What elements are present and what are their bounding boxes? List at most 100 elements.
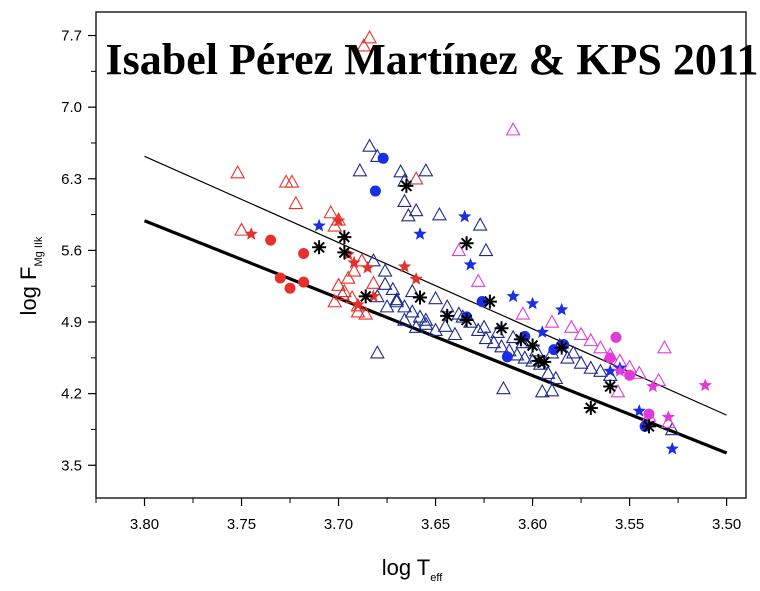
data-point-asterisk	[358, 289, 373, 304]
data-point-triangle	[470, 322, 486, 336]
data-point-star	[525, 296, 540, 310]
data-point-triangle	[428, 290, 443, 305]
data-point-circle	[548, 344, 560, 356]
data-point-triangle	[515, 306, 531, 320]
data-point-triangle	[540, 365, 556, 379]
data-point-triangle	[505, 122, 521, 136]
data-point-triangle	[548, 370, 564, 385]
x-tick-label: 3.60	[518, 516, 547, 533]
data-point-star	[244, 227, 258, 240]
x-tick-label: 3.65	[421, 516, 450, 533]
data-point-triangle	[377, 276, 393, 290]
data-point-triangle	[583, 360, 599, 374]
data-point-circle	[501, 351, 513, 363]
data-point-triangle	[327, 293, 343, 308]
data-point-star	[366, 289, 381, 303]
data-point-circle	[284, 282, 296, 294]
data-point-triangle	[400, 207, 416, 222]
y-axis-title-sub: Mg IIk	[33, 236, 45, 266]
data-point-star	[506, 289, 520, 303]
data-point-triangle	[494, 338, 509, 353]
data-point-star	[646, 379, 660, 393]
data-point-triangle	[389, 293, 405, 308]
data-point-triangle	[418, 312, 434, 326]
data-point-asterisk	[513, 332, 528, 347]
y-axis-title-main: log F	[16, 267, 41, 316]
data-point-triangle	[327, 218, 343, 232]
data-point-triangle	[397, 193, 412, 208]
data-point-triangle	[534, 383, 550, 398]
data-point-triangle	[651, 372, 667, 387]
data-point-circle	[265, 234, 277, 246]
y-tick-label: 6.3	[61, 171, 82, 188]
data-point-circle	[298, 247, 310, 259]
data-point-star	[331, 213, 346, 227]
data-point-asterisk	[413, 290, 427, 305]
data-point-triangle	[505, 329, 521, 344]
data-point-triangle	[366, 275, 381, 289]
data-point-triangle	[356, 38, 372, 52]
data-point-asterisk	[312, 240, 327, 255]
y-tick-label: 4.2	[61, 386, 82, 403]
fit-line	[144, 155, 727, 416]
data-point-triangle	[478, 330, 494, 345]
data-point-triangle	[509, 347, 525, 361]
data-point-triangle	[230, 165, 246, 179]
y-tick-label: 3.5	[61, 457, 82, 474]
y-axis-title: log FMg IIk	[16, 236, 45, 315]
data-point-triangle	[451, 242, 467, 257]
x-axis-title-sub: eff	[430, 572, 443, 584]
data-point-circle	[604, 352, 616, 364]
data-point-triangle	[565, 345, 581, 359]
data-point-triangle	[362, 138, 378, 152]
data-point-triangle	[476, 319, 492, 333]
data-point-triangle	[404, 304, 420, 318]
data-point-star	[409, 272, 423, 285]
data-point-triangle	[385, 281, 401, 296]
x-axis-title-main: log T	[382, 555, 431, 580]
data-point-triangle	[397, 299, 412, 313]
data-point-triangle	[362, 29, 378, 44]
x-tick-label: 3.75	[227, 516, 256, 533]
data-point-triangle	[544, 382, 560, 397]
data-point-triangle	[517, 350, 533, 364]
data-point-asterisk	[459, 313, 474, 327]
data-point-circle	[476, 296, 488, 308]
data-point-triangle	[234, 222, 249, 236]
data-point-triangle	[408, 319, 424, 333]
data-point-triangle	[544, 314, 560, 328]
data-point-triangle	[593, 339, 608, 354]
data-point-triangle	[496, 380, 511, 395]
data-point-star	[413, 227, 427, 240]
data-point-circle	[643, 408, 655, 420]
data-point-triangle	[346, 263, 362, 277]
data-point-triangle	[657, 339, 672, 354]
data-point-star	[665, 441, 679, 455]
data-point-star	[463, 257, 478, 271]
data-point-asterisk	[642, 419, 656, 434]
y-tick-label: 5.6	[61, 242, 82, 259]
data-point-triangle	[573, 355, 589, 369]
data-point-triangle	[470, 273, 486, 287]
data-point-triangle	[354, 252, 370, 267]
data-point-triangle	[323, 204, 339, 219]
data-point-star	[661, 410, 675, 423]
data-point-triangle	[563, 319, 579, 333]
data-point-star	[351, 297, 365, 311]
data-point-asterisk	[554, 340, 569, 355]
data-point-circle	[377, 152, 389, 164]
data-point-triangle	[352, 162, 368, 177]
data-point-circle	[610, 331, 622, 343]
data-point-star	[698, 378, 712, 392]
data-point-triangle	[369, 345, 385, 359]
data-point-triangle	[431, 206, 447, 221]
data-point-asterisk	[603, 379, 618, 394]
data-point-circle	[624, 369, 636, 381]
fit-line	[143, 219, 728, 455]
data-point-triangle	[284, 174, 300, 188]
y-tick-label: 7.7	[61, 28, 82, 45]
data-point-star	[535, 325, 549, 338]
data-point-triangle	[408, 202, 424, 217]
data-point-triangle	[451, 306, 467, 320]
data-point-triangle	[472, 217, 488, 231]
